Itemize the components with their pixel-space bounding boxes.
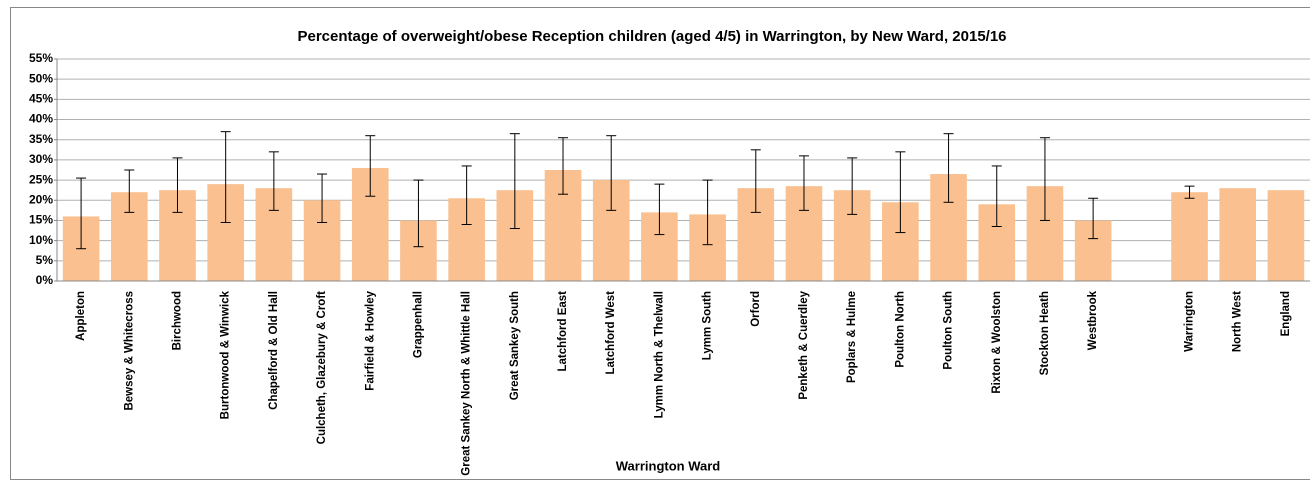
bar (1219, 188, 1257, 281)
y-tick-label: 35% (29, 132, 53, 146)
x-tick-label: Burtonwood & Winwick (220, 290, 232, 419)
y-tick-label: 15% (29, 213, 53, 227)
x-tick-label: Poulton South (943, 291, 955, 370)
x-axis-label: Warrington Ward (616, 458, 721, 473)
y-tick-label: 45% (29, 92, 53, 106)
x-tick-label: Great Sankey South (509, 291, 521, 400)
x-tick-label: Lymm South (702, 291, 714, 360)
x-tick-label: Penketh & Cuerdley (798, 290, 810, 399)
y-tick-label: 50% (29, 71, 53, 85)
x-tick-label: Fairfield & Howley (364, 290, 376, 390)
x-tick-label: Birchwood (172, 291, 184, 350)
bar (1267, 190, 1305, 281)
y-tick-label: 55% (29, 51, 53, 65)
x-tick-label: Warrington (1184, 291, 1196, 352)
x-tick-label: Latchford East (557, 291, 569, 372)
x-tick-label: Grappenhall (412, 291, 424, 358)
x-tick-label: Latchford West (605, 291, 617, 375)
y-tick-label: 20% (29, 192, 53, 206)
x-tick-label: Bewsey & Whitecross (123, 291, 135, 411)
bar (1171, 192, 1208, 281)
x-tick-label: North West (1232, 291, 1244, 352)
x-tick-label: Culcheth, Glazebury & Croft (316, 291, 328, 445)
x-tick-label: Poplars & Hulme (846, 291, 858, 383)
x-tick-label: Lymm North & Thelwall (653, 291, 665, 418)
chart-title: Percentage of overweight/obese Reception… (297, 28, 1006, 45)
x-tick-label: Rixton & Woolston (991, 291, 1003, 394)
y-tick-label: 40% (29, 112, 53, 126)
y-tick-label: 25% (29, 172, 53, 186)
x-tick-label: Chapelford & Old Hall (268, 291, 280, 410)
y-tick-label: 10% (29, 233, 53, 247)
x-tick-label: Westbrook (1087, 290, 1099, 350)
x-tick-label: Great Sankey North & Whittle Hall (461, 291, 473, 476)
y-tick-label: 0% (36, 273, 54, 287)
x-tick-label: Appleton (75, 291, 87, 341)
y-tick-label: 30% (29, 152, 53, 166)
x-tick-label: Orford (750, 291, 762, 327)
x-tick-label: Poulton North (894, 291, 906, 368)
x-tick-label: England (1280, 291, 1292, 336)
x-tick-label: Stockton Heath (1039, 291, 1051, 375)
y-tick-label: 5% (36, 253, 54, 267)
